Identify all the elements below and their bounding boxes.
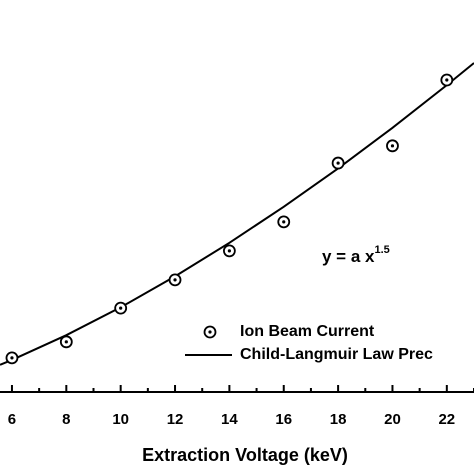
x-tick-label: 16 <box>275 411 292 428</box>
data-point <box>59 335 73 349</box>
data-point <box>222 244 236 258</box>
legend-marker-dot <box>208 330 212 334</box>
data-point <box>440 73 454 87</box>
data-point <box>168 273 182 287</box>
annotation-superscript: 1.5 <box>374 244 389 256</box>
legend-label: Ion Beam Current <box>240 323 375 340</box>
annotation-text: y = a x <box>322 247 375 266</box>
marker-dot <box>390 144 395 148</box>
legend-label: Child-Langmuir Law Prec <box>240 346 433 363</box>
data-point <box>277 215 291 229</box>
marker-dot <box>173 278 177 282</box>
data-point <box>114 301 128 315</box>
marker-dot <box>227 249 231 253</box>
x-tick-label: 14 <box>221 411 238 428</box>
marker-dot <box>445 78 449 82</box>
x-tick-label: 10 <box>112 411 129 428</box>
fit-line <box>0 62 474 366</box>
marker-dot <box>119 306 123 310</box>
marker-dot <box>10 356 14 360</box>
marker-dot <box>282 220 286 224</box>
annotation: y = a x1.5 <box>322 244 390 267</box>
x-axis-label: Extraction Voltage (keV) <box>142 445 348 465</box>
x-tick-label: 18 <box>330 411 347 428</box>
data-point <box>331 156 345 170</box>
data-point <box>5 351 19 365</box>
marker-dot <box>64 340 68 344</box>
x-tick-label: 22 <box>438 411 455 428</box>
data-point <box>386 139 399 153</box>
marker-dot <box>336 161 340 165</box>
x-tick-label: 6 <box>8 411 16 428</box>
x-tick-label: 20 <box>384 411 401 428</box>
x-tick-label: 8 <box>62 411 70 428</box>
x-tick-label: 12 <box>167 411 184 428</box>
